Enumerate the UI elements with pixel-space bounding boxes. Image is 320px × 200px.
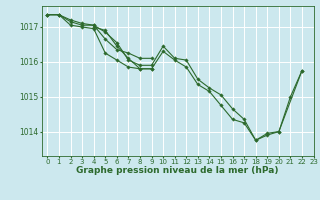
X-axis label: Graphe pression niveau de la mer (hPa): Graphe pression niveau de la mer (hPa) (76, 166, 279, 175)
